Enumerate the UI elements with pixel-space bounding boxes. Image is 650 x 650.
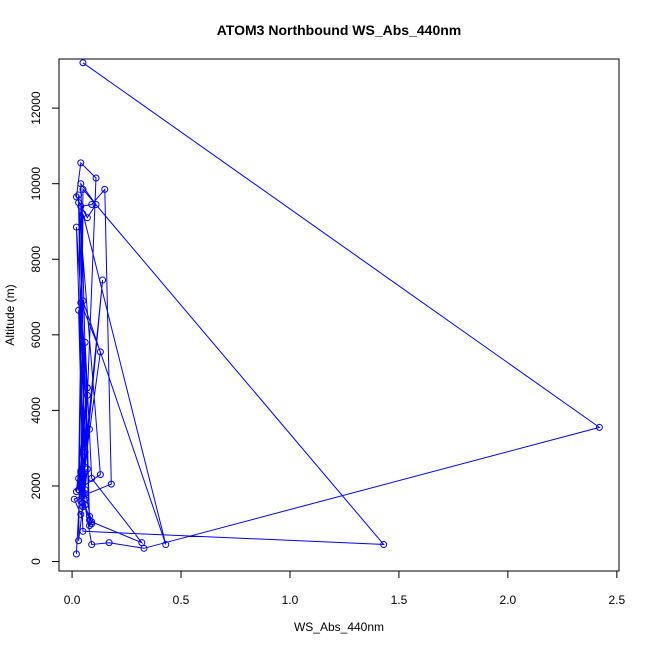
data-point [595, 423, 603, 431]
x-tick-label: 0.0 [64, 593, 81, 607]
data-point [96, 471, 104, 479]
data-point [83, 465, 91, 473]
data-point [88, 200, 96, 208]
y-tick-label: 4000 [29, 397, 43, 424]
data-point [105, 539, 113, 547]
data-point [79, 297, 87, 305]
data-point [88, 541, 96, 549]
data-point [99, 276, 107, 284]
data-point [77, 476, 85, 484]
data-point [88, 474, 96, 482]
data-point [101, 185, 109, 193]
data-point [107, 480, 115, 488]
series-layer [70, 59, 603, 558]
data-point [86, 425, 94, 433]
data-point [77, 497, 85, 505]
x-tick-label: 2.0 [500, 593, 517, 607]
data-point [75, 486, 83, 494]
x-tick-label: 0.5 [173, 593, 190, 607]
y-tick-label: 0 [29, 558, 43, 565]
data-point [79, 210, 87, 218]
series-line [73, 62, 601, 555]
data-point [75, 199, 83, 207]
data-point [380, 541, 388, 549]
data-point [77, 510, 85, 518]
y-axis: 0 2000 4000 6000 8000 10000 12000 [29, 91, 60, 565]
y-tick-label: 8000 [29, 246, 43, 273]
data-point [88, 518, 96, 526]
data-point [81, 338, 89, 346]
data-point [162, 541, 170, 549]
y-tick-label: 6000 [29, 321, 43, 348]
data-point [77, 467, 85, 475]
data-point [81, 448, 89, 456]
data-point [81, 490, 89, 498]
x-tick-label: 2.5 [608, 593, 625, 607]
x-tick-label: 1.0 [282, 593, 299, 607]
y-tick-label: 10000 [29, 167, 43, 201]
y-tick-label: 2000 [29, 472, 43, 499]
x-axis-label: WS_Abs_440nm [294, 620, 384, 634]
data-point [77, 159, 85, 167]
data-point [86, 522, 94, 530]
y-axis-label: Altitude (m) [3, 284, 17, 345]
data-point [75, 474, 83, 482]
data-point [70, 495, 78, 503]
data-point [140, 544, 148, 552]
data-point [79, 527, 87, 535]
data-point [72, 488, 80, 496]
data-point [77, 202, 85, 210]
data-point [79, 185, 87, 193]
data-point [81, 501, 89, 509]
data-point [79, 59, 87, 67]
data-point [79, 499, 87, 507]
data-point [72, 550, 80, 558]
data-point [77, 299, 85, 307]
data-point [96, 348, 104, 356]
data-point [81, 463, 89, 471]
data-point [88, 520, 96, 528]
data-point [79, 490, 87, 498]
data-point [72, 223, 80, 231]
data-point [75, 191, 83, 199]
data-point [75, 537, 83, 545]
x-axis: 0.0 0.5 1.0 1.5 2.0 2.5 [64, 570, 625, 607]
data-point [75, 306, 83, 314]
data-point [83, 391, 91, 399]
data-point [81, 486, 89, 494]
y-tick-label: 12000 [29, 91, 43, 125]
data-point [79, 474, 87, 482]
data-point [92, 174, 100, 182]
chart-title: ATOM3 Northbound WS_Abs_440nm [217, 22, 462, 38]
data-point [83, 384, 91, 392]
x-tick-label: 1.5 [391, 593, 408, 607]
data-point [83, 214, 91, 222]
data-point [92, 200, 100, 208]
